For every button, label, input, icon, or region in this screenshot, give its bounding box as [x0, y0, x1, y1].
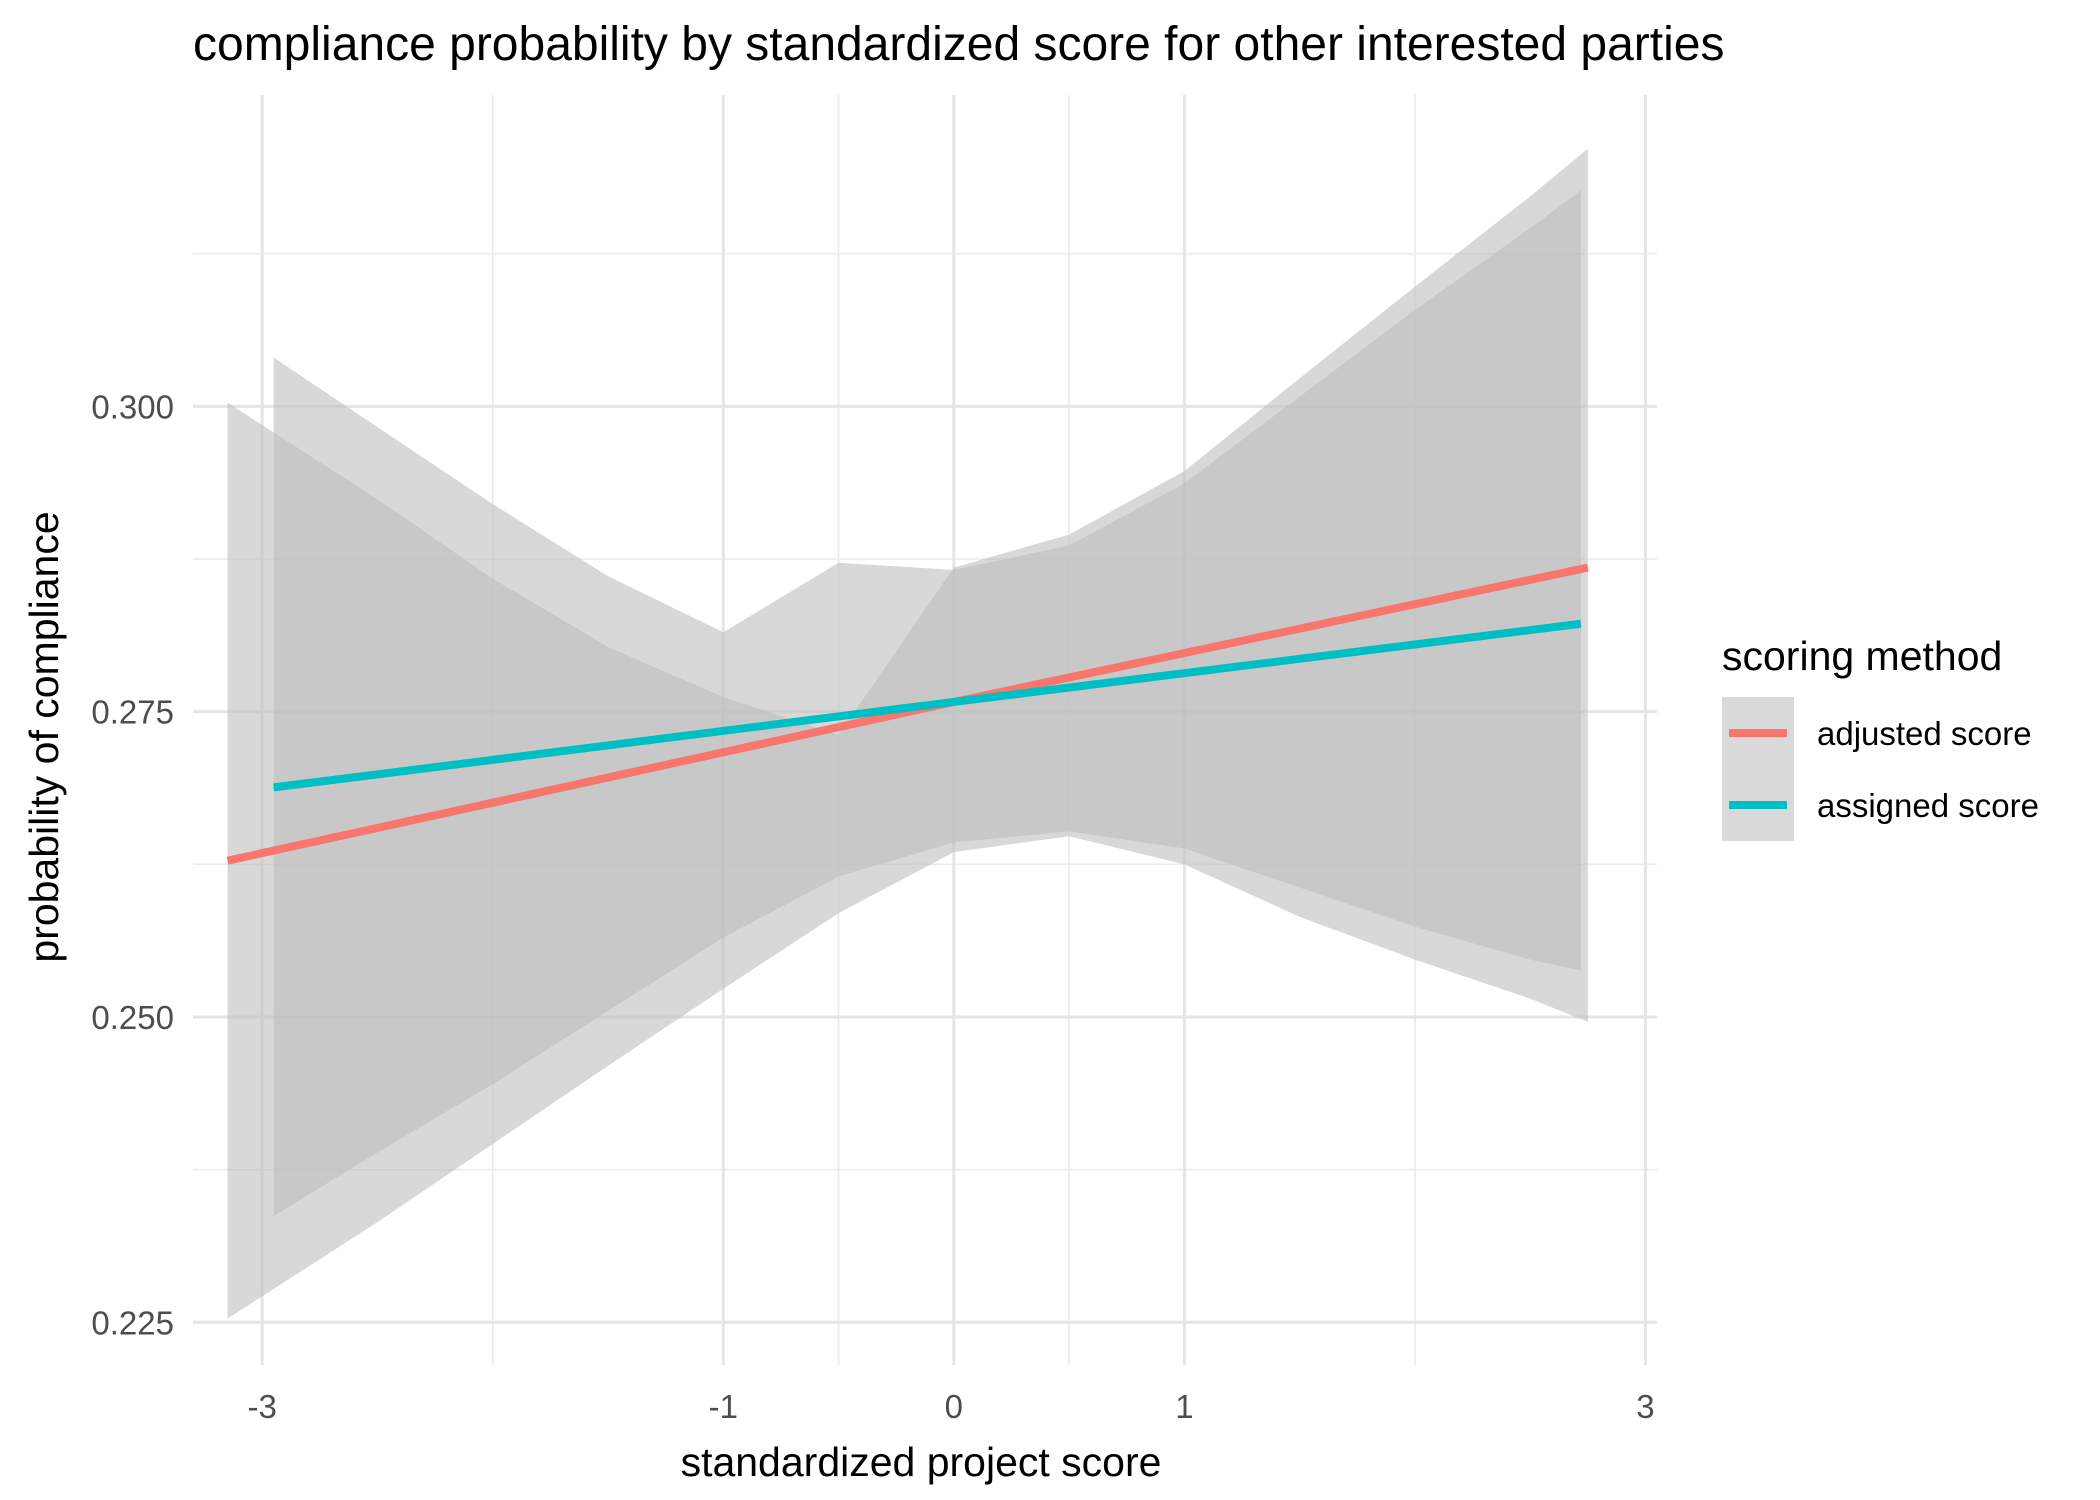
y-axis-title: probability of compliance — [21, 511, 67, 962]
series-line-assigned-score — [273, 619, 1582, 792]
confidence-ribbons — [227, 148, 1588, 1319]
x-tick-label: -1 — [709, 1388, 738, 1425]
y-tick-label: 0.300 — [91, 388, 174, 425]
series-lines — [226, 563, 1589, 865]
legend-label-adjusted-score: adjusted score — [1817, 715, 2032, 752]
y-tick-label: 0.275 — [91, 694, 174, 731]
legend-title: scoring method — [1722, 633, 2002, 679]
x-tick-label: 0 — [945, 1388, 963, 1425]
y-tick-label: 0.225 — [91, 1304, 174, 1341]
chart-title: compliance probability by standardized s… — [193, 18, 1724, 71]
x-tick-label: -3 — [247, 1388, 276, 1425]
tick-labels: -3 -1 0 1 3 0.225 0.250 0.275 0.300 — [91, 388, 1654, 1425]
legend-label-assigned-score: assigned score — [1817, 787, 2039, 824]
x-tick-label: 1 — [1175, 1388, 1193, 1425]
y-tick-label: 0.250 — [91, 999, 174, 1036]
x-axis-title: standardized project score — [681, 1439, 1162, 1485]
legend: scoring method adjusted score assigned s… — [1722, 633, 2039, 841]
x-tick-label: 3 — [1636, 1388, 1654, 1425]
